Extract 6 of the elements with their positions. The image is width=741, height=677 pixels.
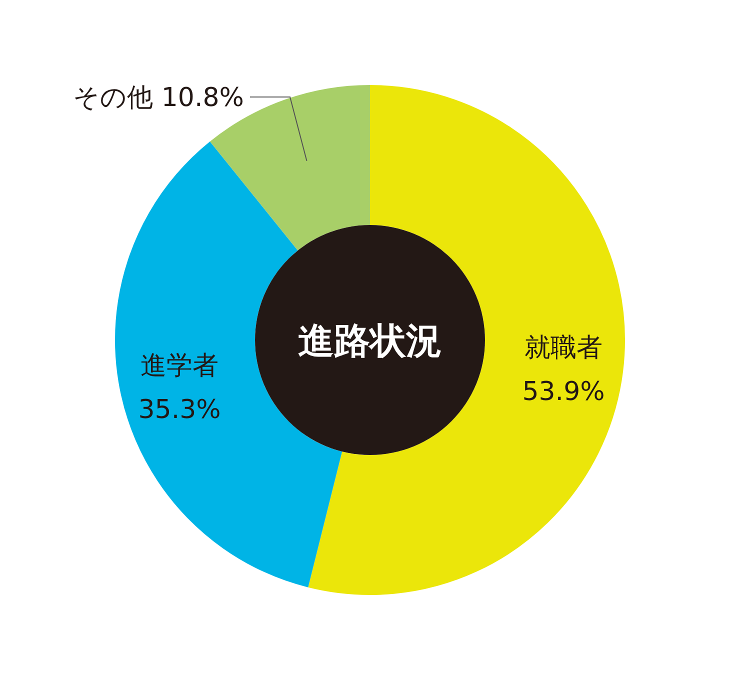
data-label: 35.3%: [138, 394, 221, 425]
text: 進路状況: [298, 321, 442, 362]
slice-label: 進学者: [140, 350, 219, 381]
slice-label: 就職者: [524, 332, 603, 363]
slice-label: その他 10.8%: [73, 83, 244, 113]
data-label: 53.9%: [522, 376, 605, 407]
